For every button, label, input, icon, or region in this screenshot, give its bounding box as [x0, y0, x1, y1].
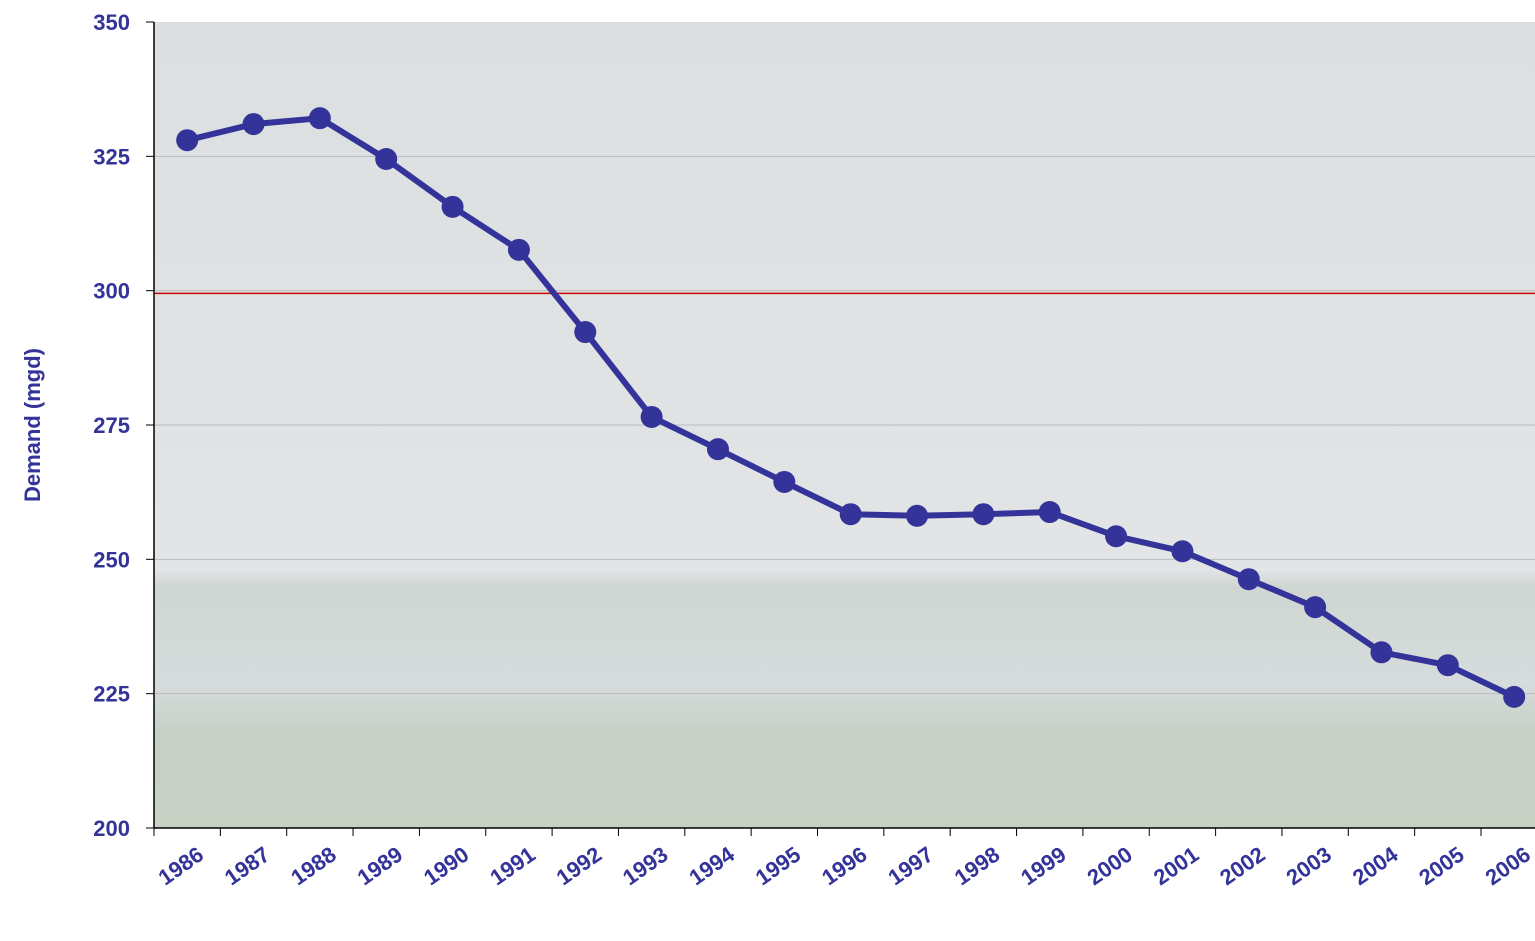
- x-tick-label: 2006: [1481, 842, 1535, 891]
- data-point: [242, 113, 265, 136]
- data-point: [1503, 685, 1526, 708]
- data-point: [706, 438, 729, 461]
- x-tick-label: 2002: [1215, 842, 1269, 891]
- x-tick-label: 1986: [154, 842, 208, 891]
- y-tick-label: 200: [93, 816, 130, 841]
- data-point: [972, 503, 995, 526]
- x-tick-label: 1996: [817, 842, 871, 891]
- x-tick-label: 2005: [1414, 842, 1468, 891]
- x-tick-label: 1997: [883, 842, 937, 891]
- data-point: [176, 129, 199, 152]
- data-point: [375, 148, 398, 171]
- y-tick-label: 275: [93, 413, 130, 438]
- x-tick-label: 1995: [751, 842, 805, 891]
- x-tick-label: 1987: [220, 842, 274, 891]
- x-tick-label: 2001: [1149, 842, 1203, 891]
- x-tick-label: 1998: [950, 842, 1004, 891]
- data-point: [441, 195, 464, 218]
- data-point: [507, 238, 530, 261]
- data-point: [1304, 596, 1327, 619]
- y-tick-label: 300: [93, 279, 130, 304]
- data-point: [1370, 641, 1393, 664]
- y-tick-label: 250: [93, 547, 130, 572]
- x-tick-label: 1992: [552, 842, 606, 891]
- data-point: [640, 405, 663, 428]
- data-point: [1038, 501, 1061, 524]
- x-tick-label: 1989: [353, 842, 407, 891]
- x-tick-label: 1991: [485, 842, 539, 891]
- x-tick-label: 2004: [1348, 841, 1403, 890]
- x-tick-label: 1988: [286, 842, 340, 891]
- data-point: [906, 504, 929, 527]
- x-tick-label: 1999: [1016, 842, 1070, 891]
- x-tick-label: 1994: [684, 841, 739, 890]
- data-point: [574, 321, 597, 344]
- x-tick-label: 1990: [419, 842, 473, 891]
- x-tick-label: 2003: [1282, 842, 1336, 891]
- data-point: [1171, 540, 1194, 563]
- data-point: [308, 107, 331, 130]
- y-tick-label: 325: [93, 144, 130, 169]
- y-tick-label: 225: [93, 682, 130, 707]
- data-point: [1105, 525, 1128, 548]
- x-tick-label: 1993: [618, 842, 672, 891]
- data-point: [839, 503, 862, 526]
- data-point: [773, 470, 796, 493]
- x-tick-label: 2000: [1083, 842, 1137, 891]
- y-tick-label: 350: [93, 10, 130, 35]
- data-point: [1436, 654, 1459, 677]
- y-axis-label: Demand (mgd): [20, 348, 45, 502]
- data-point: [1237, 568, 1260, 591]
